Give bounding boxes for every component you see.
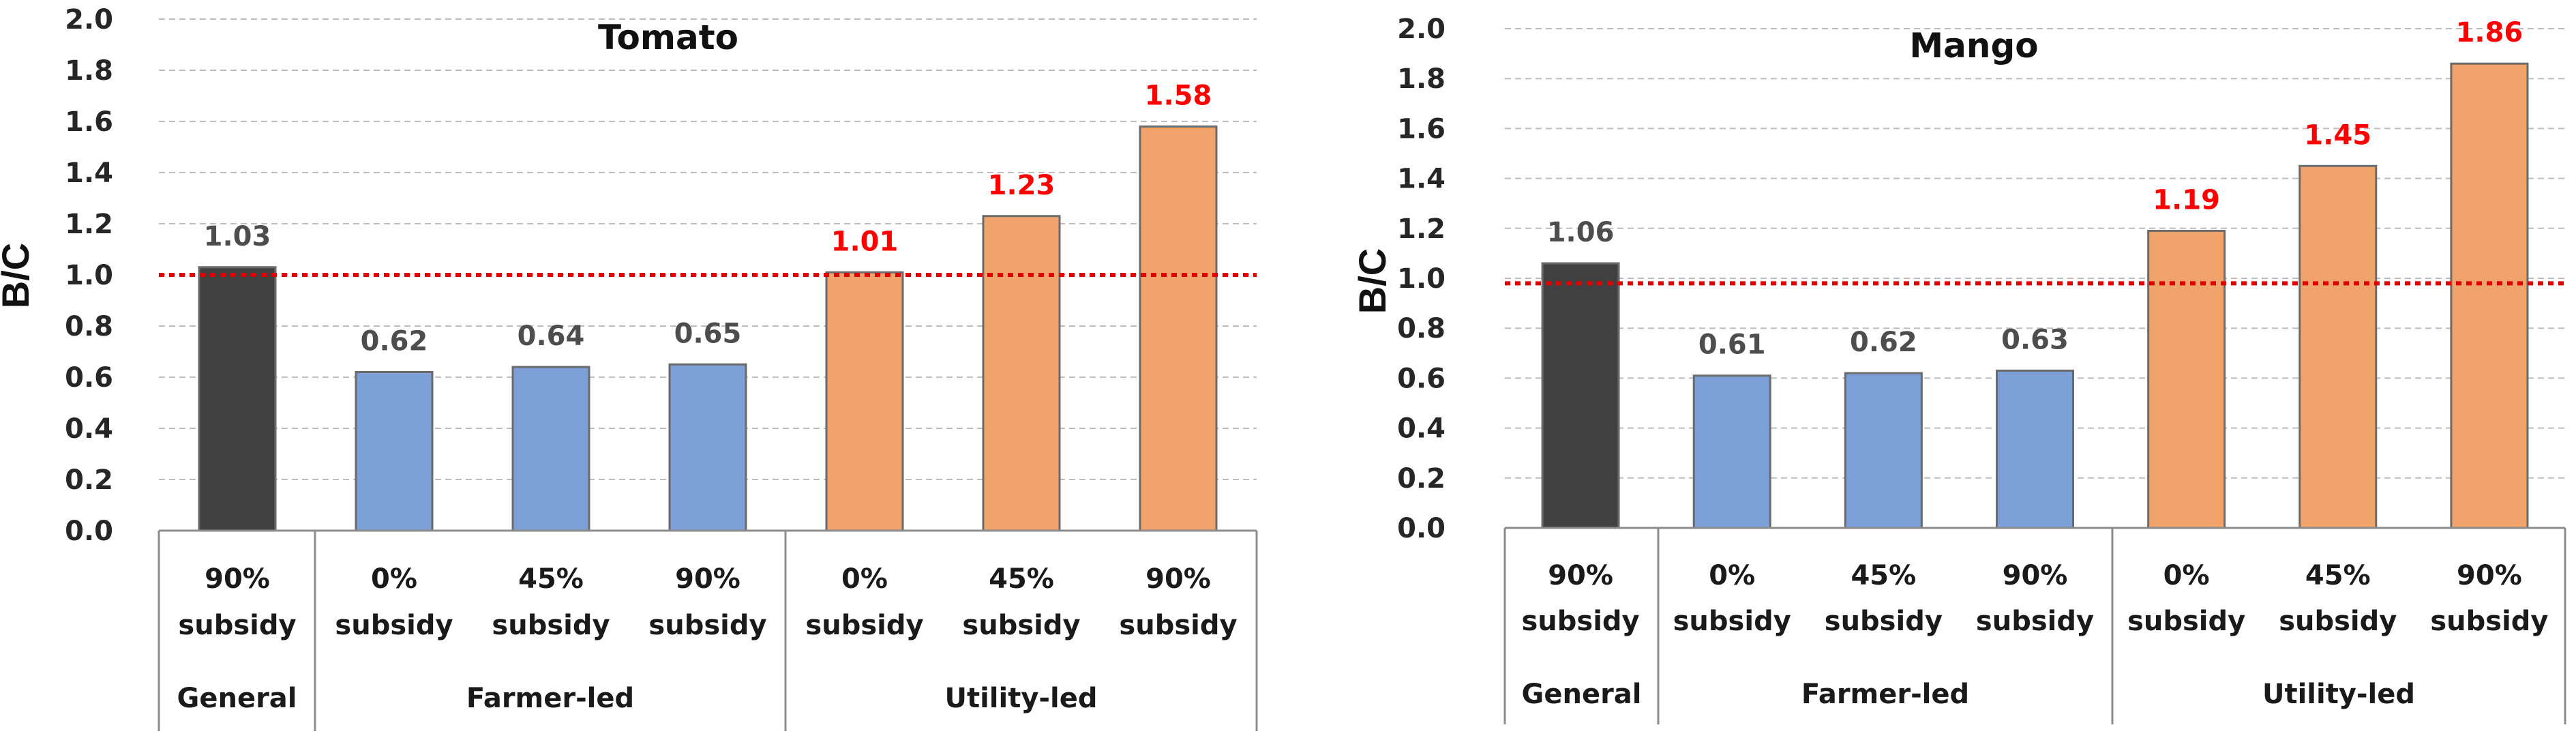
y-tick-label: 1.0 xyxy=(1397,263,1446,295)
y-tick-label: 0.4 xyxy=(1397,413,1446,445)
category-label-line1: 0% xyxy=(2163,560,2210,591)
data-label: 1.03 xyxy=(204,221,271,252)
category-label-line2: subsidy xyxy=(1673,606,1791,637)
y-tick-label: 0.2 xyxy=(65,464,113,496)
data-label: 0.62 xyxy=(361,326,428,357)
data-label: 1.06 xyxy=(1547,217,1615,248)
group-label-farmer-led: Farmer-led xyxy=(1801,679,1969,710)
y-tick-label: 1.2 xyxy=(1397,213,1446,245)
bar-utility-led-90pct xyxy=(2450,62,2529,529)
y-tick-label: 1.6 xyxy=(1397,113,1446,145)
bar-farmer-led-45pct xyxy=(1844,372,1923,529)
category-label-line2: subsidy xyxy=(492,610,610,641)
category-label-line1: 45% xyxy=(518,563,584,595)
y-axis-label: B/C xyxy=(1351,248,1394,314)
category-label-line1: 45% xyxy=(2305,560,2371,591)
category-label-line2: subsidy xyxy=(805,610,923,641)
y-tick-label: 0.6 xyxy=(65,362,113,394)
y-tick-label: 1.6 xyxy=(65,106,113,138)
group-label-utility-led: Utility-led xyxy=(2262,679,2415,710)
y-tick-label: 1.0 xyxy=(65,260,113,291)
data-label: 0.62 xyxy=(1850,327,1917,358)
data-label: 0.63 xyxy=(2001,324,2069,355)
y-tick-label: 0.0 xyxy=(1397,513,1446,544)
data-label: 1.23 xyxy=(988,170,1055,201)
data-label: 0.65 xyxy=(674,318,742,349)
category-label-line1: 90% xyxy=(205,563,270,595)
y-tick-label: 2.0 xyxy=(65,4,113,35)
bar-utility-led-90pct xyxy=(1139,126,1218,532)
group-label-utility-led: Utility-led xyxy=(944,683,1097,714)
group-label-farmer-led: Farmer-led xyxy=(466,683,634,714)
y-tick-label: 0.4 xyxy=(65,413,113,445)
chart-tomato: 0.0 0.2 0.4 0.6 0.8 1.0 1.2 1.4 1.6 1.8 2.0 B/C Toma… xyxy=(0,4,1258,731)
bar-farmer-led-0pct xyxy=(1692,374,1771,529)
y-tick-label: 0.8 xyxy=(1397,313,1446,344)
chart-mango: 0.0 0.2 0.4 0.6 0.8 1.0 1.2 1.4 1.6 1.8 2.0 B/C Mang… xyxy=(1351,14,2566,724)
category-label-line1: 90% xyxy=(2457,560,2522,591)
y-tick-label: 1.4 xyxy=(1397,164,1446,195)
category-label-line1: 90% xyxy=(1145,563,1211,595)
category-label-line1: 45% xyxy=(1851,560,1916,591)
category-label-line1: 90% xyxy=(675,563,740,595)
y-tick-label: 1.8 xyxy=(65,55,113,87)
category-label-line2: subsidy xyxy=(2279,606,2397,637)
category-label-line2: subsidy xyxy=(2127,606,2245,637)
chart-title: Mango xyxy=(1909,26,2038,65)
bar-farmer-led-90pct xyxy=(668,363,747,532)
category-label-line2: subsidy xyxy=(1825,606,1943,637)
category-label-line2: subsidy xyxy=(1521,606,1639,637)
y-axis-label: B/C xyxy=(0,243,37,308)
category-label-line1: 0% xyxy=(841,563,888,595)
bar-utility-led-45pct xyxy=(982,215,1061,532)
bar-farmer-led-0pct xyxy=(355,371,434,532)
category-label-line1: 90% xyxy=(2003,560,2068,591)
y-tick-label: 0.2 xyxy=(1397,463,1446,495)
bar-farmer-led-45pct xyxy=(511,366,590,532)
chart-title: Tomato xyxy=(598,18,738,57)
category-label-line2: subsidy xyxy=(648,610,766,641)
y-tick-label: 1.4 xyxy=(65,158,113,189)
bar-general-90pct xyxy=(198,266,277,532)
data-label: 0.64 xyxy=(518,321,585,352)
y-tick-label: 0.0 xyxy=(65,516,113,547)
category-label-line1: 0% xyxy=(1709,560,1755,591)
category-label-line2: subsidy xyxy=(335,610,453,641)
group-label-general: General xyxy=(1522,679,1642,710)
bar-farmer-led-90pct xyxy=(1996,369,2074,529)
category-label-line2: subsidy xyxy=(1976,606,2094,637)
bar-utility-led-45pct xyxy=(2298,164,2378,529)
category-label-line1: 90% xyxy=(1548,560,1613,591)
data-label: 0.61 xyxy=(1698,329,1766,361)
category-label-line2: subsidy xyxy=(1119,610,1237,641)
y-tick-label: 2.0 xyxy=(1397,14,1446,45)
category-label-line2: subsidy xyxy=(2430,606,2548,637)
y-tick-label: 1.8 xyxy=(1397,63,1446,95)
category-label-line1: 45% xyxy=(989,563,1054,595)
y-tick-label: 1.2 xyxy=(65,209,113,240)
category-label-line2: subsidy xyxy=(178,610,296,641)
bar-utility-led-0pct xyxy=(825,271,904,532)
category-label-line2: subsidy xyxy=(962,610,1080,641)
y-tick-label: 0.6 xyxy=(1397,363,1446,394)
y-tick-label: 0.8 xyxy=(65,311,113,342)
data-label: 1.01 xyxy=(831,226,899,257)
data-label: 1.86 xyxy=(2456,17,2523,48)
data-label: 1.58 xyxy=(1145,80,1212,112)
data-label: 1.19 xyxy=(2153,184,2220,216)
bar-general-90pct xyxy=(1541,262,1620,529)
group-label-general: General xyxy=(177,683,297,714)
bar-utility-led-0pct xyxy=(2147,229,2226,529)
category-label-line1: 0% xyxy=(371,563,417,595)
data-label: 1.45 xyxy=(2304,119,2371,151)
